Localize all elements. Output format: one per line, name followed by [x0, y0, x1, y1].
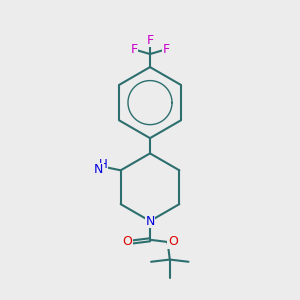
Text: N: N	[145, 214, 155, 228]
Text: O: O	[122, 236, 132, 248]
Text: H: H	[99, 158, 108, 171]
Text: F: F	[162, 43, 169, 56]
Text: F: F	[130, 43, 138, 56]
Text: O: O	[168, 236, 178, 248]
Text: F: F	[146, 34, 154, 46]
Text: N: N	[94, 163, 104, 176]
